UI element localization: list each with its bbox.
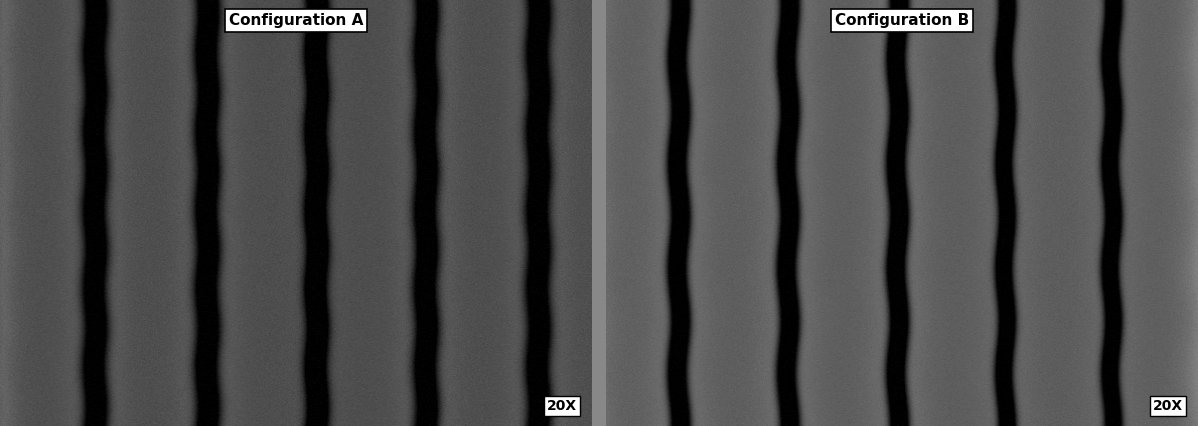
Text: 20X: 20X: [1154, 399, 1184, 413]
Text: 20X: 20X: [547, 399, 577, 413]
Text: Configuration B: Configuration B: [835, 13, 969, 28]
Text: Configuration A: Configuration A: [229, 13, 363, 28]
